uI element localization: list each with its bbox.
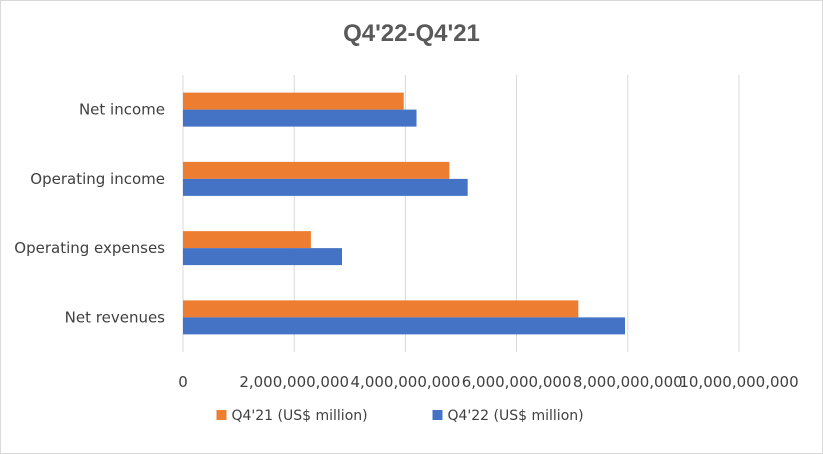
bars [183, 92, 626, 335]
bar [183, 317, 626, 335]
legend-label: Q4'21 (US$ million) [232, 408, 368, 424]
x-tick-label: 8,000,000,000 [573, 373, 683, 391]
x-tick-label: 2,000,000,000 [239, 373, 349, 391]
legend-swatch [216, 410, 227, 420]
bar [183, 248, 343, 266]
bar [183, 231, 311, 249]
category-label: Net income [79, 101, 165, 119]
bar [183, 161, 450, 179]
category-labels: Net income Operating income Operating expe… [14, 101, 165, 327]
bar [183, 178, 468, 196]
category-label: Operating income [30, 170, 165, 188]
x-tick-labels: 0 2,000,000,000 4,000,000,000 6,000,000,000… [178, 373, 798, 391]
category-label: Operating expenses [14, 239, 165, 257]
legend: Q4'21 (US$ million) Q4'22 (US$ million) [216, 408, 584, 424]
x-tick-label: 10,000,000,000 [679, 373, 798, 391]
legend-label: Q4'22 (US$ million) [448, 408, 584, 424]
chart-title: Q4'22-Q4'21 [343, 20, 480, 47]
legend-swatch [432, 410, 443, 420]
bar [183, 92, 404, 110]
category-label: Net revenues [65, 308, 166, 326]
x-tick-label: 6,000,000,000 [462, 373, 572, 391]
x-tick-label: 0 [178, 373, 188, 391]
bar [183, 300, 579, 318]
bar [183, 109, 417, 127]
x-tick-label: 4,000,000,000 [351, 373, 461, 391]
